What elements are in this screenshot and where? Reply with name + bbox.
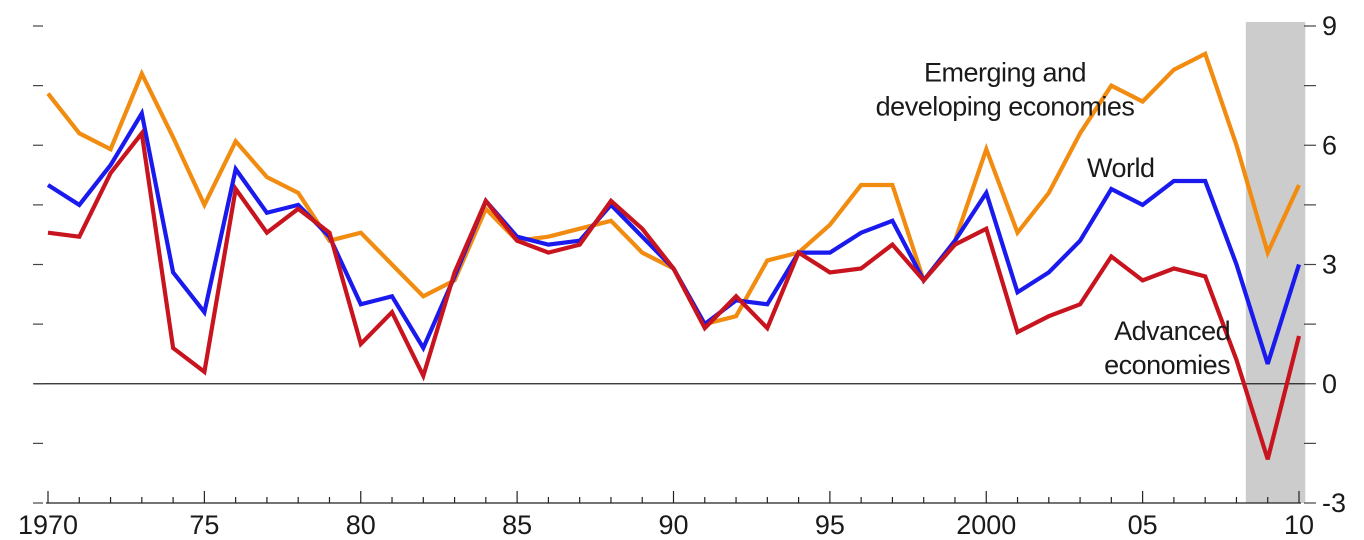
- y-tick-label: 9: [1322, 11, 1337, 41]
- x-tick-label: 95: [815, 510, 845, 540]
- x-tick-label: 2000: [956, 510, 1016, 540]
- series-label-world: World: [1087, 153, 1155, 183]
- labels-layer: 1970 75 80 85 90 95 2000 05 10 -3 0 3 6 9 Emerging and…: [18, 11, 1346, 540]
- series-line-world: [46, 107, 1302, 365]
- y-tick-label: -3: [1322, 488, 1346, 518]
- x-tick-label: 10: [1284, 510, 1314, 540]
- x-tick-label: 05: [1128, 510, 1158, 540]
- axes-layer: [33, 25, 1316, 504]
- series-label-advanced: Advanced: [1114, 316, 1230, 346]
- series-label-emerging: Emerging and: [924, 58, 1086, 88]
- series-label-advanced: economies: [1104, 350, 1230, 380]
- x-tick-label: 80: [346, 510, 376, 540]
- series-line-advanced: [47, 128, 1302, 460]
- y-tick-label: 6: [1322, 130, 1337, 160]
- series-layer: [46, 50, 1302, 460]
- x-tick-label: 90: [658, 510, 688, 540]
- y-tick-label: 0: [1322, 369, 1337, 399]
- x-tick-label: 85: [502, 510, 532, 540]
- x-tick-label: 1970: [18, 510, 78, 540]
- x-tick-label: 75: [189, 510, 219, 540]
- y-tick-label: 3: [1322, 250, 1337, 280]
- series-label-emerging: developing economies: [876, 92, 1135, 122]
